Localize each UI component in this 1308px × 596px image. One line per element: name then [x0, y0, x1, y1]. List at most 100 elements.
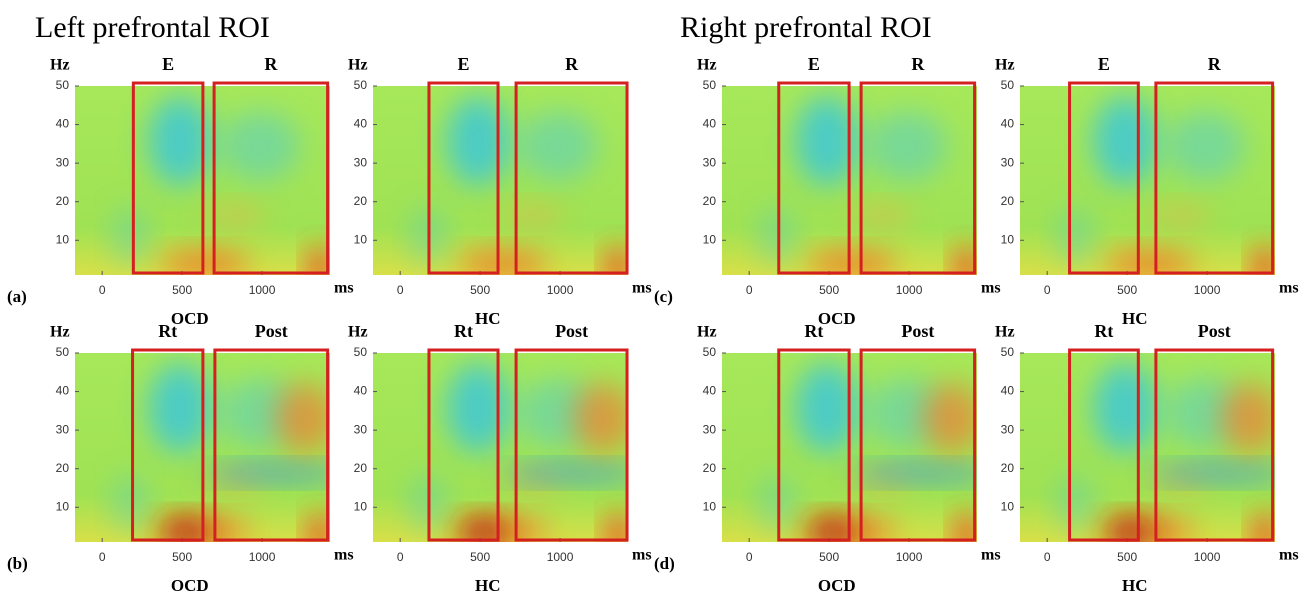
x-tick-label: 1000 — [896, 283, 923, 297]
heat-blob — [1165, 111, 1245, 181]
y-tick-label: 10 — [1001, 232, 1015, 246]
heat-blob — [759, 206, 795, 266]
x-tick-label: 0 — [1044, 550, 1051, 564]
y-axis-label: Hz — [697, 324, 717, 341]
heat-blob — [446, 363, 510, 453]
x-axis-label: ms — [1279, 280, 1299, 297]
x-tick-label: 0 — [746, 283, 753, 297]
y-tick-label: 30 — [703, 155, 717, 169]
heat-blob — [518, 111, 598, 181]
y-tick-label: 10 — [354, 232, 368, 246]
x-tick-label: 500 — [172, 550, 192, 564]
x-axis-label: ms — [632, 547, 652, 564]
heat-blob — [458, 250, 548, 275]
y-tick-label: 20 — [1001, 194, 1015, 208]
x-tick-label: 0 — [99, 550, 106, 564]
x-tick-label: 1000 — [1194, 283, 1221, 297]
heat-blob — [955, 513, 977, 542]
window-box — [1068, 348, 1140, 542]
window-box — [777, 348, 851, 542]
window-box — [514, 81, 629, 275]
window-label: R — [1208, 54, 1222, 74]
y-tick-label: 50 — [703, 78, 717, 92]
y-tick-label: 40 — [1001, 384, 1015, 398]
window-box — [213, 348, 330, 542]
window-box — [859, 348, 977, 542]
heat-blob — [205, 464, 330, 482]
group-label: HC — [1122, 576, 1148, 595]
heat-blob — [1093, 363, 1157, 453]
x-tick-label: 0 — [397, 550, 404, 564]
x-tick-label: 0 — [746, 550, 753, 564]
y-tick-label: 40 — [703, 117, 717, 131]
heatmap — [373, 353, 628, 542]
heat-blob — [573, 383, 628, 453]
y-axis-label: Hz — [995, 57, 1015, 74]
x-tick-label: 500 — [819, 283, 839, 297]
y-tick-label: 10 — [56, 499, 70, 513]
x-axis-label: ms — [981, 547, 1001, 564]
group-label: HC — [1122, 309, 1148, 328]
heat-blob — [1220, 383, 1275, 453]
y-tick-label: 20 — [56, 461, 70, 475]
heat-blob — [1093, 96, 1157, 186]
window-label: E — [808, 54, 820, 74]
y-tick-label: 30 — [56, 155, 70, 169]
heat-blob — [795, 363, 859, 453]
window-box — [427, 348, 500, 542]
heatmap — [1020, 353, 1275, 542]
heat-blob — [308, 513, 330, 542]
x-tick-label: 500 — [470, 550, 490, 564]
heat-blob — [1150, 204, 1210, 228]
title: Right prefrontal ROI — [680, 11, 932, 44]
heat-blob — [205, 204, 265, 228]
x-tick-label: 1000 — [249, 283, 276, 297]
heat-blob — [1105, 517, 1155, 542]
x-axis-label: ms — [632, 280, 652, 297]
y-tick-label: 20 — [354, 194, 368, 208]
window-box — [1154, 348, 1275, 542]
group-label: OCD — [171, 309, 209, 328]
x-tick-label: 1000 — [896, 550, 923, 564]
y-tick-label: 20 — [56, 194, 70, 208]
y-tick-label: 50 — [56, 345, 70, 359]
window-box — [131, 348, 205, 542]
window-label: Post — [901, 321, 934, 341]
heat-blob — [606, 513, 628, 542]
x-tick-label: 0 — [1044, 283, 1051, 297]
y-tick-label: 10 — [56, 232, 70, 246]
heat-blob — [807, 517, 857, 542]
window-label: Rt — [1094, 321, 1113, 341]
x-tick-label: 500 — [172, 283, 192, 297]
heat-blob — [852, 464, 977, 482]
y-tick-label: 50 — [354, 345, 368, 359]
heat-blob — [852, 204, 912, 228]
y-tick-label: 40 — [56, 117, 70, 131]
panel-label: (b) — [7, 554, 28, 573]
heat-blob — [867, 111, 947, 181]
x-tick-label: 500 — [470, 283, 490, 297]
heatmap — [722, 353, 977, 542]
y-tick-label: 40 — [703, 384, 717, 398]
heat-blob — [220, 111, 300, 181]
window-label: Post — [1198, 321, 1231, 341]
heat-blob — [1105, 250, 1195, 275]
heat-blob — [955, 246, 977, 275]
window-box — [1068, 81, 1140, 275]
panel-label: (a) — [7, 287, 27, 306]
heat-blob — [759, 473, 795, 533]
y-tick-label: 20 — [703, 194, 717, 208]
y-axis-label: Hz — [348, 57, 368, 74]
heat-blob — [503, 204, 563, 228]
heat-blob — [160, 250, 250, 275]
window-label: Post — [555, 321, 588, 341]
heat-blob — [148, 363, 212, 453]
x-tick-label: 1000 — [547, 550, 574, 564]
heatmap — [373, 86, 628, 275]
x-axis-label: ms — [1279, 547, 1299, 564]
y-axis-label: Hz — [697, 57, 717, 74]
heat-blob — [112, 206, 148, 266]
x-axis-label: ms — [334, 547, 354, 564]
title: Left prefrontal ROI — [35, 11, 270, 44]
